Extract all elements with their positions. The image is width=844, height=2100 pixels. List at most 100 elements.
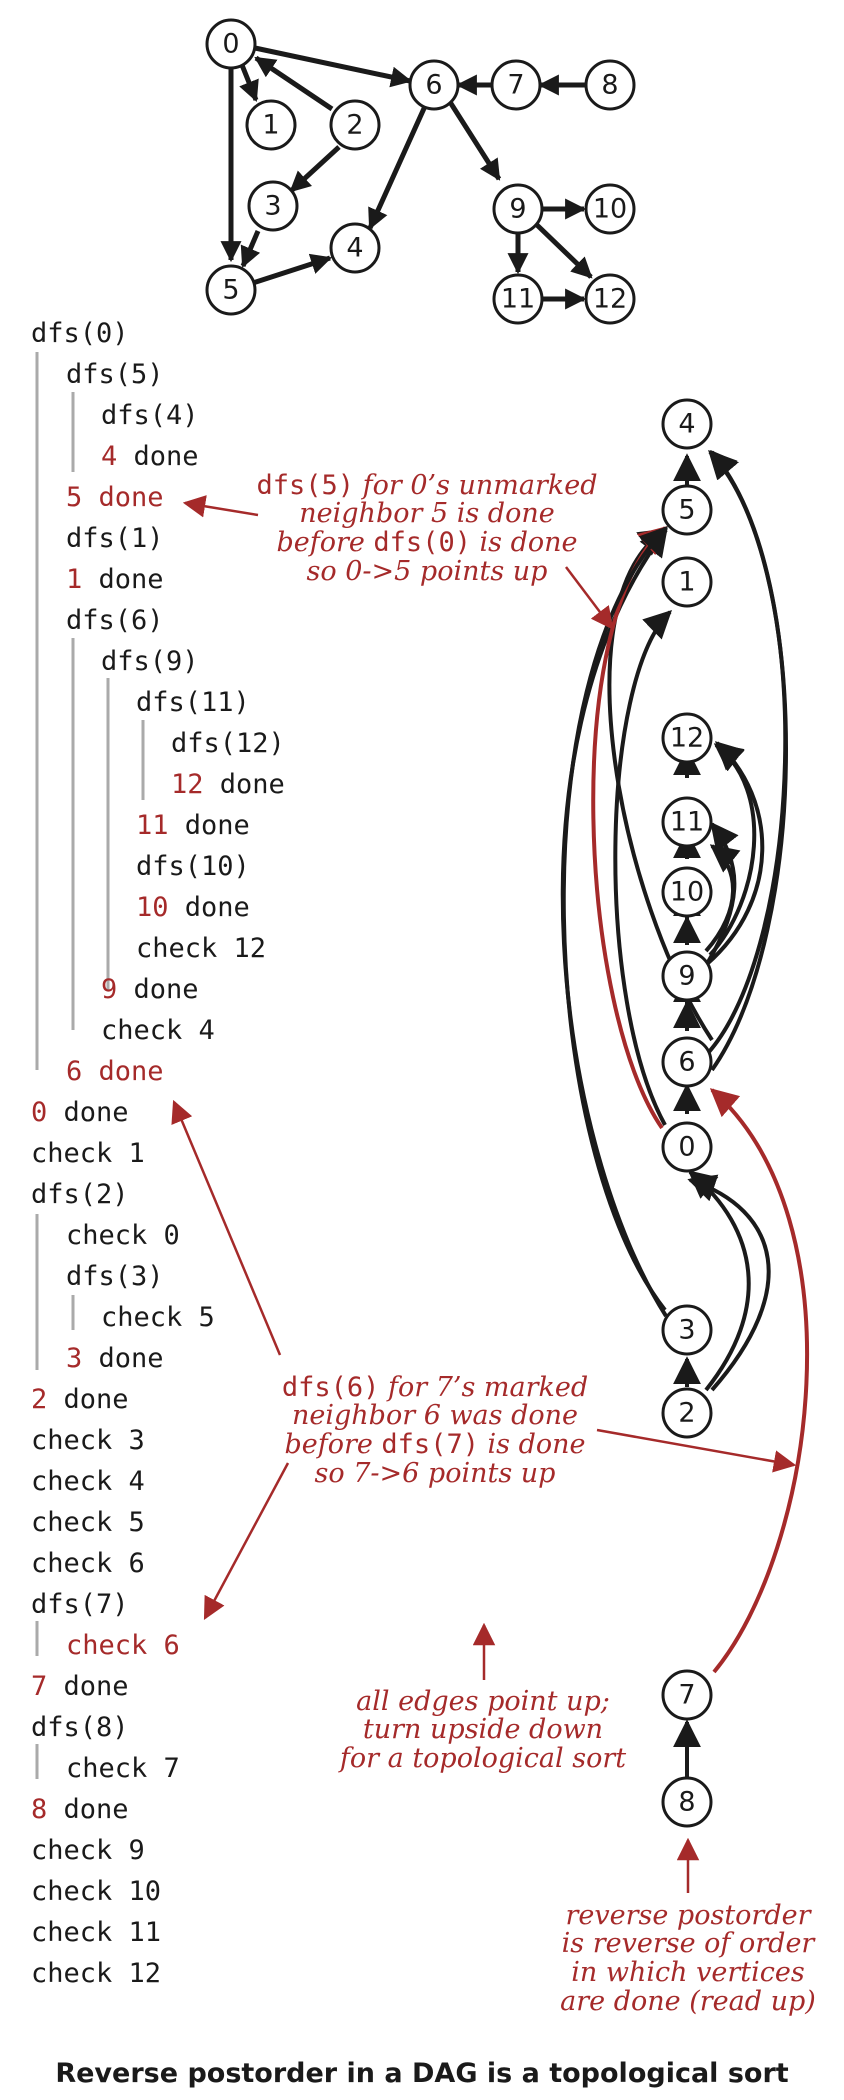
graph-node-label: 1	[262, 110, 279, 141]
trace-status: done	[47, 1794, 128, 1825]
topo-node-label: 9	[678, 961, 695, 992]
trace-vertex: 10	[136, 892, 169, 923]
graph-edge-6-9	[447, 100, 502, 181]
graph-node-8	[584, 59, 636, 111]
trace-status: done	[47, 1384, 128, 1415]
graph-node-12	[584, 273, 636, 325]
trace-line: dfs(2)	[31, 1179, 129, 1210]
trace-vertex: 0	[31, 1097, 47, 1128]
annotation-2-line-1: dfs(6) for 7’s marked	[282, 1372, 588, 1403]
trace-line: 0 done	[31, 1097, 129, 1128]
trace-line: 6 done	[66, 1056, 164, 1087]
trace-line: check 4	[31, 1466, 145, 1497]
trace-line: dfs(7)	[31, 1589, 129, 1620]
graph-node-label: 3	[264, 191, 281, 222]
graph-edge-2-0	[254, 55, 334, 112]
trace-line: dfs(8)	[31, 1712, 129, 1743]
trace-line: dfs(6)	[66, 605, 164, 636]
topo-edge-9-11c	[704, 844, 741, 953]
graph-edge-6-4	[367, 102, 429, 230]
trace-status: done	[169, 810, 250, 841]
trace-status: done	[204, 769, 285, 800]
annotation-2-line-4: so 7->6 points up	[315, 1458, 556, 1489]
graph-node-label: 2	[346, 110, 363, 141]
trace-line: dfs(11)	[136, 687, 250, 718]
trace-line: 3 done	[66, 1343, 164, 1374]
topo-node-label: 4	[678, 409, 695, 440]
trace-line: 9 done	[101, 974, 199, 1005]
trace-vertex: 2	[31, 1384, 47, 1415]
trace-status: done	[82, 564, 163, 595]
graph-edge-2-3	[289, 145, 341, 193]
topo-edge-6-4b	[706, 449, 788, 1055]
topo-node-label: 5	[678, 495, 695, 526]
topo-node-label: 11	[670, 807, 704, 838]
annotation-3-line-1: all edges point up;	[356, 1686, 610, 1717]
graph-node-label: 5	[222, 275, 239, 306]
annotation-4-line-1: reverse postorder	[565, 1900, 812, 1931]
graph-node-label: 12	[593, 284, 627, 315]
topo-node-label: 7	[678, 1680, 695, 1711]
annotation-2-arrow-down	[203, 1462, 290, 1620]
trace-line: 5 done	[66, 482, 164, 513]
trace-vertex: 4	[101, 441, 117, 472]
trace-line: 1 done	[66, 564, 164, 595]
topo-node-3	[661, 1304, 713, 1356]
graph-node-6	[408, 59, 460, 111]
trace-red-text: 6 done	[66, 1056, 164, 1087]
trace-red-text: check 6	[66, 1630, 180, 1661]
topo-node-9	[661, 950, 713, 1002]
trace-line: dfs(9)	[101, 646, 199, 677]
graph-edge-5-4	[252, 253, 332, 286]
trace-line: check 5	[101, 1302, 215, 1333]
trace-status: done	[47, 1671, 128, 1702]
trace-status: done	[169, 892, 250, 923]
annotation-1-arrow-right	[565, 566, 614, 630]
trace-line: 8 done	[31, 1794, 129, 1825]
trace-line: check 6	[66, 1630, 180, 1661]
graph-node-10	[584, 183, 636, 235]
annotation-1-line-1: dfs(5) for 0’s unmarked	[256, 470, 597, 501]
trace-line: 12 done	[171, 769, 285, 800]
annotation-2-line-3: before dfs(7) is done	[284, 1429, 585, 1460]
trace-line: check 7	[66, 1753, 180, 1784]
graph-node-11	[492, 273, 544, 325]
trace-vertex: 11	[136, 810, 169, 841]
annotations: dfs(5) for 0’s unmarked neighbor 5 is do…	[256, 470, 816, 2017]
topo-edge-2-0	[687, 1174, 771, 1392]
topo-node-0	[661, 1121, 713, 1173]
topo-node-label: 8	[678, 1787, 695, 1818]
annotation-3-line-2: turn upside down	[363, 1714, 603, 1745]
annotation-1-arrow-left	[182, 495, 259, 518]
trace-line: check 10	[31, 1876, 161, 1907]
dfs-trace: dfs(0) dfs(5) dfs(4) 4 done 5 done dfs(1) 1 do…	[31, 318, 285, 1989]
topo-node-label: 12	[670, 723, 704, 754]
trace-vertex: 12	[171, 769, 204, 800]
trace-line: check 11	[31, 1917, 161, 1948]
trace-line: dfs(12)	[171, 728, 285, 759]
trace-line: dfs(10)	[136, 851, 250, 882]
annotation-2-arrow-up	[171, 1099, 282, 1356]
graph-node-label: 11	[501, 284, 535, 315]
trace-line: 2 done	[31, 1384, 129, 1415]
topo-node-label: 1	[678, 567, 695, 598]
trace-vertex: 9	[101, 974, 117, 1005]
trace-line: check 4	[101, 1015, 215, 1046]
annotation-2-arrow-right	[596, 1428, 797, 1473]
graph-node-2	[329, 99, 381, 151]
topo-edge-2-0b	[687, 1170, 751, 1392]
graph-edge-9-12	[535, 223, 593, 279]
topo-node-11	[661, 796, 713, 848]
trace-line: check 3	[31, 1425, 145, 1456]
trace-status: done	[47, 1097, 128, 1128]
annotation-1-line-2: neighbor 5 is done	[299, 498, 554, 529]
annotation-3-line-3: for a topological sort	[338, 1743, 626, 1774]
graph-node-9	[492, 183, 544, 235]
topo-node-5	[661, 484, 713, 536]
annotation-4-line-2: is reverse of order	[562, 1928, 817, 1959]
topo-node-label: 6	[678, 1047, 695, 1078]
graph-node-3	[247, 180, 299, 232]
trace-line: 11 done	[136, 810, 250, 841]
trace-line: dfs(5)	[66, 359, 164, 390]
